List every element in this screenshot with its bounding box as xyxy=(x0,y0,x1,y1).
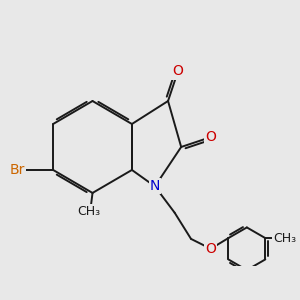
Text: O: O xyxy=(205,242,216,256)
Text: CH₃: CH₃ xyxy=(77,205,101,218)
Text: CH₃: CH₃ xyxy=(273,232,296,244)
Text: O: O xyxy=(172,64,183,79)
Text: Br: Br xyxy=(9,163,25,177)
Text: O: O xyxy=(205,130,216,144)
Text: N: N xyxy=(150,179,160,194)
